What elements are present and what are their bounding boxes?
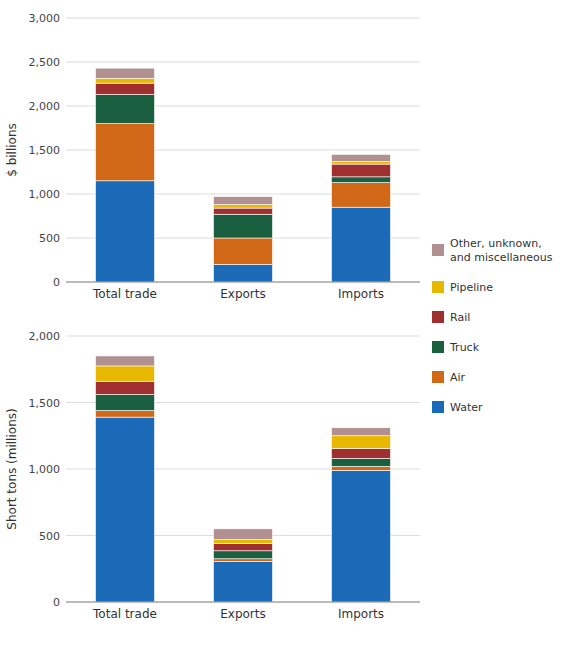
bar-segment	[332, 436, 391, 449]
legend-label-line: Air	[450, 371, 466, 384]
y-tick-label: 1,000	[29, 463, 61, 476]
bar-segment	[214, 543, 273, 550]
bar-segment	[214, 561, 273, 602]
bar-segment	[332, 470, 391, 602]
y-axis-label: $ billions	[5, 123, 19, 177]
x-tick-label: Imports	[338, 287, 384, 301]
bar-segment	[332, 466, 391, 470]
legend-swatch	[432, 401, 444, 413]
bar-segment	[96, 395, 155, 411]
bar-segment	[214, 559, 273, 562]
legend-label: Air	[450, 371, 466, 384]
y-tick-label: 2,500	[29, 56, 61, 69]
y-tick-label: 500	[39, 530, 60, 543]
bar-segment	[96, 356, 155, 366]
y-tick-label: 1,500	[29, 397, 61, 410]
y-tick-label: 0	[53, 596, 60, 609]
legend-label-line: Rail	[450, 311, 470, 324]
y-tick-label: 2,000	[29, 330, 61, 343]
y-tick-label: 1,500	[29, 144, 61, 157]
x-tick-label: Total trade	[92, 287, 157, 301]
legend-swatch	[432, 371, 444, 383]
bar-segment	[214, 197, 273, 205]
bar-segment	[332, 177, 391, 183]
legend-label-line: Other, unknown,	[450, 237, 542, 250]
y-tick-label: 0	[53, 276, 60, 289]
legend-label-line: and miscellaneous	[450, 251, 553, 264]
bar-segment	[96, 95, 155, 124]
legend: Other, unknown,and miscellaneous Pipeline…	[432, 237, 553, 414]
bar-segment	[96, 410, 155, 417]
y-tick-label: 3,000	[29, 12, 61, 25]
bar-segment	[96, 181, 155, 282]
legend-label: Pipeline	[450, 281, 493, 294]
chart: 0 500 1,000 1,500 2,000 Total trade Exports Imp…	[5, 330, 420, 621]
legend-label: Other, unknown,and miscellaneous	[450, 237, 553, 264]
bar-segment	[332, 164, 391, 177]
bar-segment	[214, 539, 273, 543]
legend-label-line: Pipeline	[450, 281, 493, 294]
chart: 0 500 1,000 1,500 2,000 2,500 3,000 Total trade…	[5, 12, 420, 301]
legend-swatch	[432, 281, 444, 293]
bar-segment	[96, 78, 155, 83]
x-tick-label: Exports	[220, 287, 266, 301]
chart-root: 0 500 1,000 1,500 2,000 2,500 3,000 Total trade…	[0, 0, 576, 650]
bar-segment	[96, 68, 155, 78]
bar-segment	[332, 448, 391, 458]
bar-segment	[96, 381, 155, 394]
bar-segment	[214, 214, 273, 238]
bar-segment	[214, 551, 273, 559]
legend-swatch	[432, 341, 444, 353]
x-tick-label: Total trade	[92, 607, 157, 621]
bar-segment	[214, 208, 273, 214]
legend-swatch	[432, 311, 444, 323]
y-axis-label: Short tons (millions)	[5, 408, 19, 529]
bar-segment	[214, 264, 273, 282]
bar-segment	[214, 238, 273, 264]
x-tick-label: Exports	[220, 607, 266, 621]
legend-label-line: Truck	[449, 341, 480, 354]
grid-line	[66, 62, 420, 63]
bar-segment	[332, 154, 391, 161]
bar-segment	[96, 366, 155, 381]
bar-segment	[96, 83, 155, 94]
legend-label: Rail	[450, 311, 470, 324]
bar-segment	[332, 458, 391, 466]
bar-segment	[332, 207, 391, 282]
legend-label: Truck	[449, 341, 480, 354]
legend-label: Water	[450, 401, 483, 414]
bar-segment	[332, 161, 391, 164]
bars	[96, 356, 391, 602]
x-axis-line	[66, 282, 420, 283]
legend-label-line: Water	[450, 401, 483, 414]
grid-line	[66, 18, 420, 19]
grid-line	[66, 602, 420, 603]
bar-segment	[214, 205, 273, 209]
bar-segment	[214, 529, 273, 540]
grid-line	[66, 282, 420, 283]
y-tick-label: 2,000	[29, 100, 61, 113]
y-tick-label: 500	[39, 232, 60, 245]
x-axis-line	[66, 602, 420, 603]
y-tick-label: 1,000	[29, 188, 61, 201]
bar-segment	[332, 428, 391, 436]
bars	[96, 68, 391, 282]
bar-segment	[96, 124, 155, 181]
x-tick-label: Imports	[338, 607, 384, 621]
bar-segment	[332, 183, 391, 208]
bar-segment	[96, 417, 155, 602]
grid-line	[66, 336, 420, 337]
legend-swatch	[432, 244, 444, 256]
